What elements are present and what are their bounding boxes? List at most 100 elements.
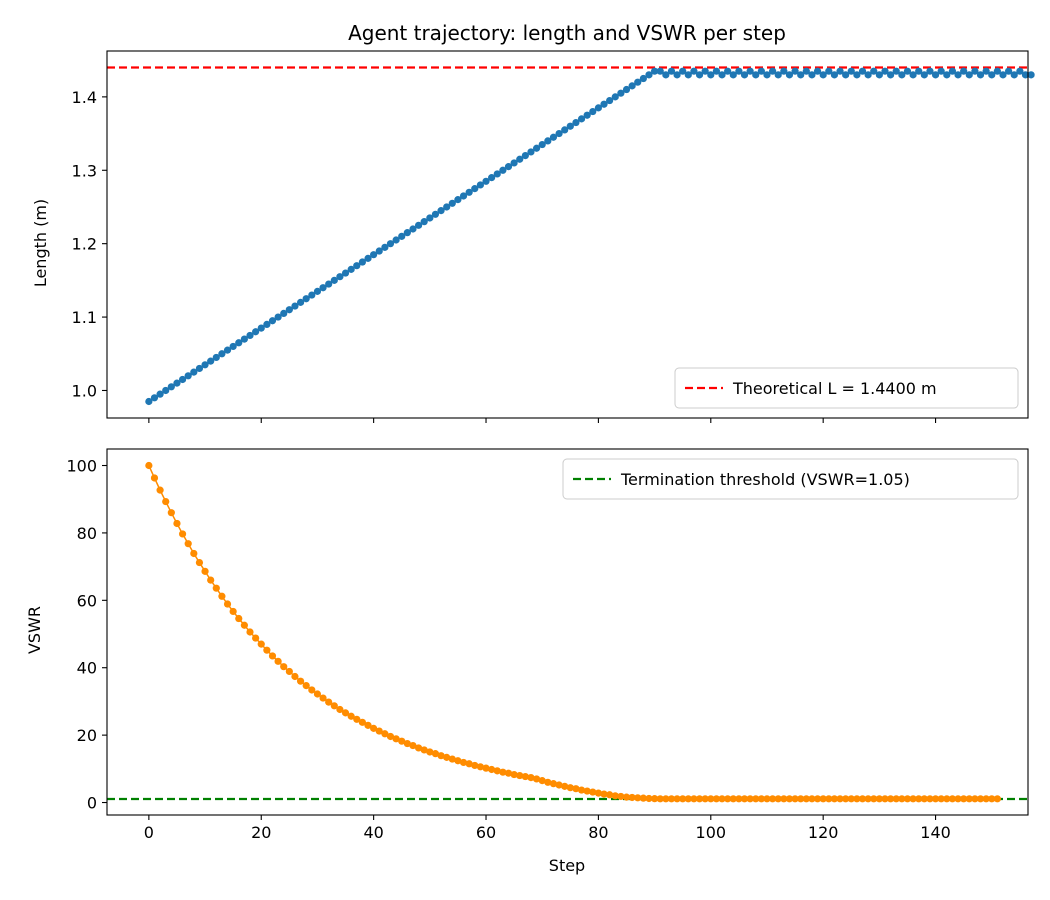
vswr-data-point	[471, 761, 479, 770]
vswr-data-point	[690, 795, 698, 803]
vswr-data-point	[847, 795, 855, 803]
vswr-data-point	[414, 744, 423, 752]
vswr-data-point	[853, 795, 861, 803]
vswr-data-point	[257, 640, 265, 648]
vswr-data-point	[302, 681, 310, 690]
length-data-point	[549, 133, 558, 141]
vswr-data-point	[561, 782, 569, 790]
length-data-point	[381, 243, 389, 251]
vswr-data-point	[926, 795, 934, 803]
vswr-axes: 0 20 40 60 80 100 120 140 0 20 40 60 80 100	[66, 448, 1029, 842]
vswr-data-point	[341, 709, 350, 717]
vswr-data-point	[516, 771, 524, 780]
vswr-data-point	[173, 519, 181, 528]
vswr-data-point	[386, 732, 395, 741]
vswr-data-point	[207, 576, 215, 584]
length-data-point	[819, 71, 827, 79]
vswr-series	[145, 461, 1001, 803]
length-data-point	[679, 67, 687, 75]
vswr-data-point	[780, 795, 788, 803]
vswr-data-point	[988, 795, 996, 803]
vswr-data-point	[184, 540, 192, 548]
x-tick-label: 20	[251, 823, 271, 842]
length-data-point	[336, 273, 344, 281]
vswr-data-point	[808, 795, 816, 803]
vswr-panel: 0 20 40 60 80 100 120 140 0 20 40 60 80 100 Terminati…	[25, 448, 1029, 875]
length-legend: Theoretical L = 1.4400 m	[674, 367, 1019, 409]
length-series	[145, 67, 1035, 406]
length-data-point	[499, 166, 507, 174]
length-data-point	[353, 262, 361, 270]
length-axes: 1.0 1.1 1.2 1.3 1.4	[72, 50, 1029, 423]
vswr-data-point	[162, 497, 170, 506]
vswr-data-point	[274, 657, 282, 665]
length-data-point	[622, 85, 631, 94]
vswr-data-point	[409, 741, 417, 750]
length-data-point	[195, 364, 204, 373]
length-data-point	[223, 346, 232, 354]
vswr-data-point	[330, 702, 338, 710]
vswr-data-point	[769, 795, 777, 803]
vswr-data-point	[634, 794, 642, 802]
length-data-point	[808, 71, 816, 79]
vswr-data-point	[903, 795, 912, 803]
vswr-plot-frame	[106, 448, 1029, 816]
vswr-data-point	[454, 757, 462, 765]
length-data-point	[207, 357, 215, 365]
length-data-point	[263, 320, 271, 329]
vswr-data-point	[600, 790, 608, 798]
vswr-data-point	[836, 795, 844, 803]
vswr-data-point	[308, 686, 316, 694]
length-data-point	[313, 287, 322, 295]
vswr-data-point	[325, 698, 333, 706]
length-data-point	[718, 71, 726, 79]
length-data-point	[712, 67, 721, 75]
vswr-data-point	[802, 795, 810, 803]
vswr-data-point	[993, 795, 1001, 803]
length-data-point	[235, 339, 243, 347]
vswr-data-point	[875, 795, 883, 803]
vswr-data-point	[645, 794, 653, 803]
length-data-point	[341, 269, 350, 277]
vswr-data-point	[797, 795, 805, 803]
length-data-point	[386, 240, 395, 248]
length-data-point	[184, 372, 192, 380]
length-data-point	[769, 67, 777, 75]
vswr-data-point	[527, 773, 535, 782]
length-data-point	[291, 302, 299, 310]
length-data-point	[673, 71, 681, 79]
length-data-point	[218, 350, 226, 358]
length-data-point	[909, 71, 917, 79]
length-data-point	[566, 122, 574, 130]
vswr-data-point	[679, 795, 687, 803]
vswr-data-point	[943, 795, 951, 803]
vswr-data-point	[538, 777, 546, 785]
vswr-data-point	[965, 795, 973, 803]
vswr-data-point	[252, 634, 260, 642]
length-data-point	[960, 67, 968, 75]
vswr-data-point	[280, 663, 288, 671]
vswr-data-point	[858, 795, 867, 803]
vswr-data-point	[651, 795, 659, 803]
length-data-point	[988, 71, 996, 79]
vswr-data-point	[813, 795, 822, 803]
vswr-data-point	[336, 705, 344, 714]
length-data-point	[695, 71, 704, 79]
vswr-data-point	[920, 795, 928, 803]
length-data-point	[465, 188, 473, 196]
vswr-data-point	[976, 795, 985, 803]
length-data-point	[516, 155, 524, 163]
length-data-point	[173, 379, 181, 387]
length-data-point	[521, 151, 529, 160]
vswr-data-point	[465, 760, 473, 768]
length-data-point	[471, 185, 479, 193]
vswr-data-point	[218, 592, 226, 600]
vswr-data-point	[544, 778, 552, 786]
length-data-point	[752, 71, 760, 79]
vswr-data-point	[426, 748, 434, 756]
length-y-tick-label: 1.3	[72, 161, 97, 180]
vswr-data-point	[190, 549, 198, 558]
vswr-data-point	[364, 721, 372, 729]
length-data-point	[274, 313, 282, 321]
